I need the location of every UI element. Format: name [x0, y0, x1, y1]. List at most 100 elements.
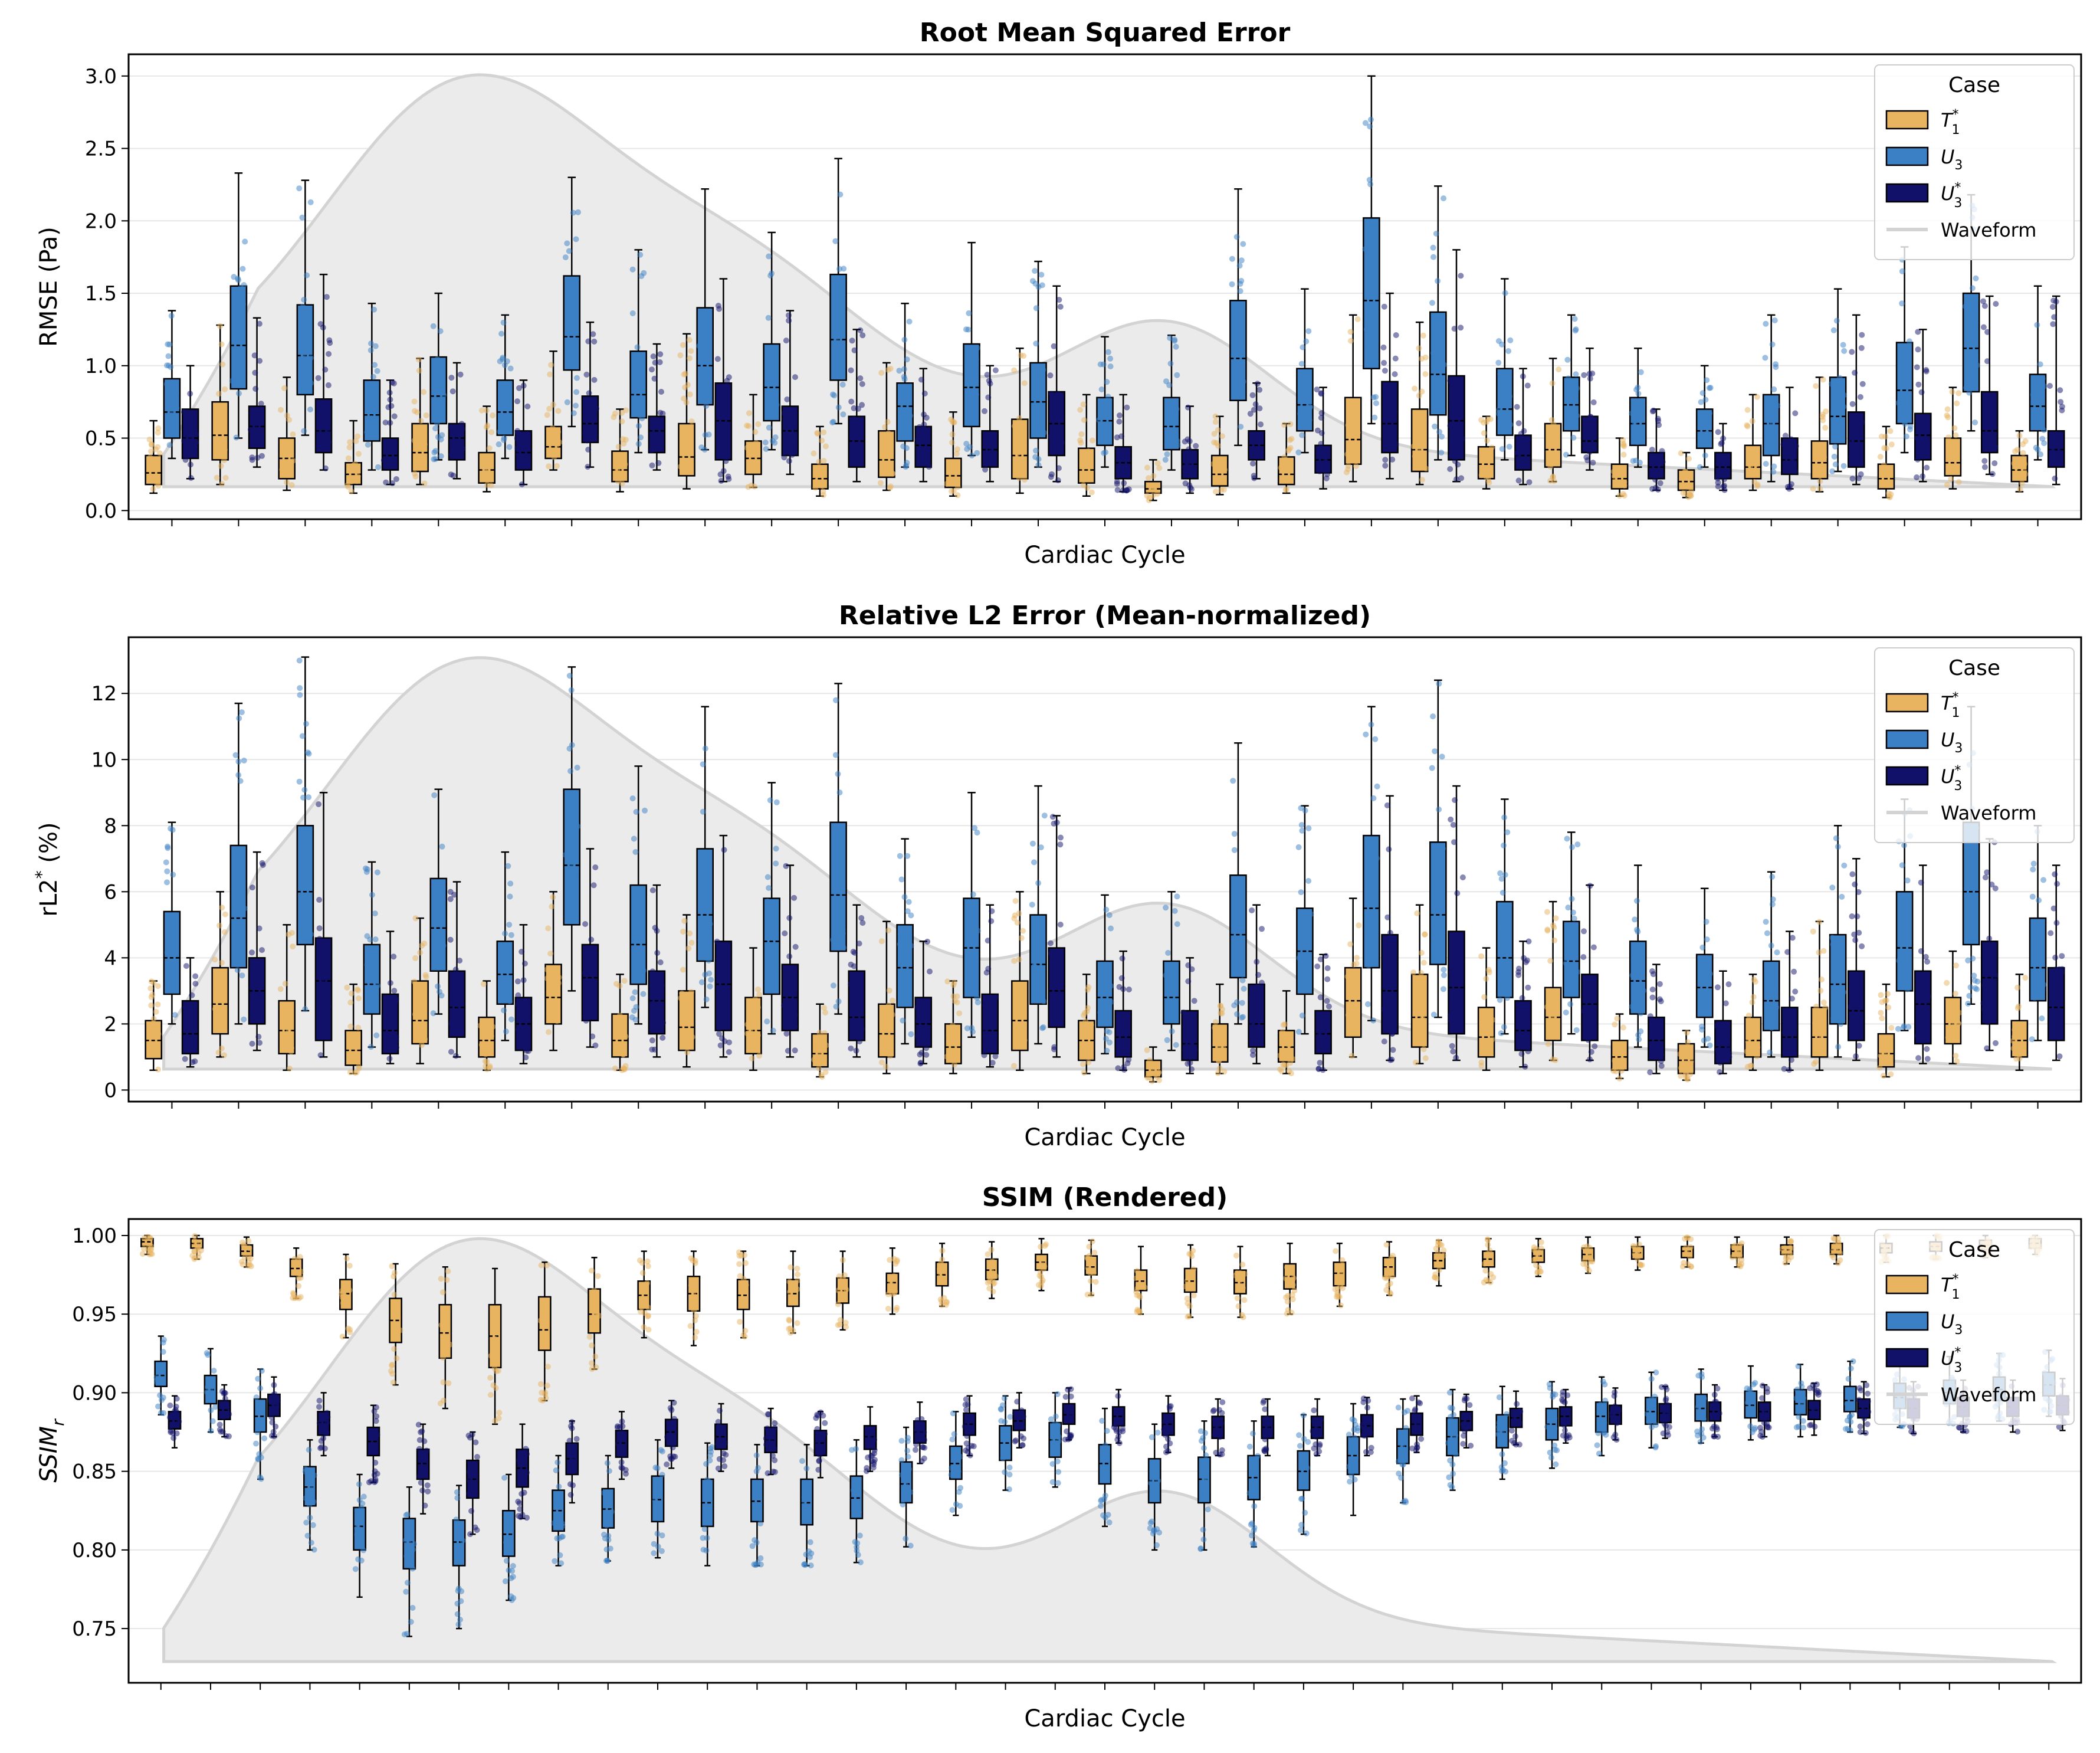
- data-point: [355, 1024, 362, 1031]
- data-point: [1884, 445, 1890, 451]
- data-point: [1088, 489, 1095, 496]
- data-point: [1948, 476, 1954, 482]
- data-point: [393, 476, 399, 482]
- data-point: [586, 1333, 593, 1340]
- data-point: [2014, 984, 2021, 991]
- data-point: [1981, 982, 1988, 988]
- data-point: [1590, 460, 1596, 466]
- data-point: [1006, 1464, 1013, 1471]
- data-point: [1725, 981, 1732, 988]
- data-point: [448, 1048, 454, 1055]
- y-tick-label: 0.90: [72, 1381, 117, 1405]
- data-point: [1017, 1013, 1023, 1019]
- data-point: [604, 1460, 611, 1466]
- data-point: [1990, 941, 1996, 948]
- data-point: [1250, 460, 1256, 467]
- data-point: [346, 1263, 353, 1269]
- data-point: [859, 1025, 865, 1032]
- data-point: [1486, 969, 1492, 975]
- data-point: [702, 1503, 708, 1510]
- data-point: [1706, 385, 1712, 391]
- data-point: [186, 1002, 193, 1009]
- data-point: [221, 424, 227, 431]
- data-point: [1202, 1474, 1209, 1480]
- data-point: [668, 1456, 674, 1462]
- data-point: [1086, 1253, 1092, 1259]
- data-point: [629, 795, 636, 802]
- data-point: [1297, 411, 1303, 417]
- data-point: [1587, 414, 1594, 420]
- data-point: [864, 1464, 870, 1471]
- data-point: [268, 1414, 275, 1420]
- data-point: [2013, 464, 2019, 470]
- data-point: [1367, 181, 1374, 188]
- data-point: [1345, 466, 1351, 473]
- data-point: [1840, 463, 1847, 469]
- data-point: [192, 981, 199, 987]
- data-point: [1258, 421, 1264, 428]
- data-point: [1677, 1051, 1684, 1057]
- data-point: [297, 692, 303, 698]
- data-point: [259, 947, 265, 953]
- data-point: [1852, 369, 1858, 376]
- data-point: [1614, 1046, 1620, 1053]
- data-point: [716, 950, 723, 956]
- data-point: [687, 1323, 694, 1329]
- data-point: [1852, 881, 1858, 887]
- data-point: [849, 1027, 855, 1034]
- data-point: [1051, 343, 1057, 349]
- data-point: [1150, 1531, 1156, 1536]
- data-point: [483, 1046, 490, 1053]
- data-point: [1153, 1465, 1159, 1471]
- legend-swatch: [1885, 146, 1929, 166]
- data-point: [215, 1049, 222, 1056]
- data-point: [2012, 1027, 2018, 1033]
- data-point: [1720, 435, 1727, 441]
- data-point: [1113, 1421, 1120, 1428]
- data-point: [352, 1566, 359, 1572]
- data-point: [569, 1468, 575, 1475]
- data-point: [697, 369, 704, 376]
- data-point: [1563, 451, 1569, 458]
- data-point: [1584, 457, 1591, 464]
- data-point: [391, 1324, 397, 1331]
- data-point: [1218, 1420, 1225, 1427]
- data-point: [1770, 468, 1777, 475]
- data-point: [619, 1418, 625, 1425]
- data-point: [340, 1300, 346, 1306]
- data-point: [1238, 257, 1245, 264]
- data-point: [1879, 1015, 1885, 1021]
- data-point: [855, 405, 861, 412]
- data-point: [667, 1405, 674, 1411]
- data-point: [193, 439, 199, 445]
- data-point: [850, 1487, 857, 1493]
- data-point: [1001, 1395, 1008, 1401]
- data-point: [885, 1306, 891, 1312]
- data-point: [1087, 1043, 1093, 1050]
- data-point: [434, 420, 440, 427]
- data-point: [1197, 1428, 1204, 1434]
- data-point: [812, 484, 819, 491]
- data-point: [822, 443, 829, 450]
- data-point: [1351, 971, 1358, 977]
- data-point: [445, 1380, 452, 1387]
- data-point: [807, 1539, 813, 1545]
- data-point: [1452, 797, 1458, 803]
- data-point: [939, 1247, 946, 1254]
- data-point: [515, 1027, 521, 1033]
- data-point: [898, 1437, 905, 1444]
- y-label-text: RMSE (Pa): [35, 227, 63, 347]
- data-point: [356, 451, 362, 457]
- data-point: [1658, 1058, 1664, 1064]
- data-point: [949, 1436, 956, 1443]
- data-point: [786, 458, 792, 464]
- data-point: [1385, 1014, 1392, 1021]
- data-point: [524, 1451, 530, 1457]
- box-1: [544, 964, 562, 1025]
- data-point: [1042, 1243, 1048, 1249]
- data-point: [1962, 303, 1968, 310]
- box-2: [696, 848, 714, 962]
- data-point: [1106, 1519, 1113, 1526]
- data-point: [988, 448, 995, 454]
- data-point: [1429, 765, 1435, 771]
